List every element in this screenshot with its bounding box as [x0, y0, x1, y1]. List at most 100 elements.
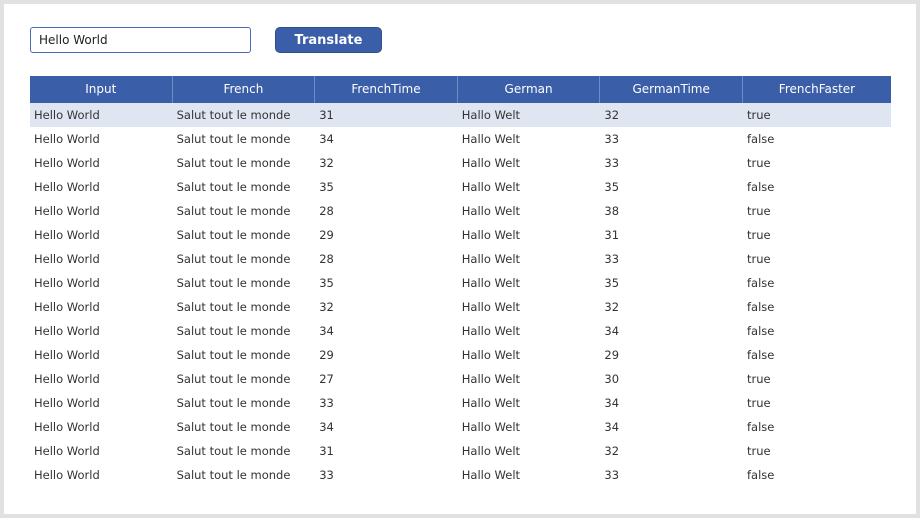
table-row[interactable]: Hello World Salut tout le monde 28 Hallo We… [30, 247, 891, 271]
cell-frenchtime: 31 [319, 108, 334, 122]
table-row[interactable]: Hello World Salut tout le monde 27 Hallo We… [30, 367, 891, 391]
cell-german: Hallo Welt [461, 420, 521, 434]
cell-input: Hello World [34, 132, 100, 146]
cell-german: Hallo Welt [461, 396, 521, 410]
cell-french: Salut tout le monde [176, 228, 291, 242]
cell-germantime: 33 [604, 468, 620, 482]
cell-german: Hallo Welt [461, 300, 521, 314]
cell-frenchfaster: false [746, 276, 775, 290]
cell-input: Hello World [34, 348, 100, 362]
table-row[interactable]: Hello World Salut tout le monde 32 Hallo We… [30, 151, 891, 175]
cell-french: Salut tout le monde [176, 300, 291, 314]
table-row[interactable]: Hello World Salut tout le monde 32 Hallo We… [30, 295, 891, 319]
cell-frenchtime: 35 [319, 276, 334, 290]
cell-input: Hello World [34, 156, 100, 170]
cell-french: Salut tout le monde [176, 156, 291, 170]
cell-input: Hello World [34, 372, 100, 386]
table-row[interactable]: Hello World Salut tout le monde 35 Hallo We… [30, 175, 891, 199]
cell-german: Hallo Welt [461, 156, 521, 170]
table-row[interactable]: Hello World Salut tout le monde 29 Hallo We… [30, 223, 891, 247]
cell-french: Salut tout le monde [176, 372, 291, 386]
cell-frenchfaster: false [746, 180, 775, 194]
translate-button[interactable]: Translate [275, 27, 382, 53]
column-header-french[interactable]: French [173, 76, 316, 103]
cell-french: Salut tout le monde [176, 420, 291, 434]
cell-germantime: 33 [604, 156, 620, 170]
table-row[interactable]: Hello World Salut tout le monde 35 Hallo We… [30, 271, 891, 295]
cell-frenchtime: 28 [319, 252, 334, 266]
cell-frenchtime: 33 [319, 396, 334, 410]
cell-input: Hello World [34, 228, 100, 242]
cell-input: Hello World [34, 468, 100, 482]
cell-german: Hallo Welt [461, 204, 521, 218]
cell-input: Hello World [34, 300, 100, 314]
table-body: Hello World Salut tout le monde 31 Hallo We… [30, 103, 891, 487]
cell-input: Hello World [34, 276, 100, 290]
text-input[interactable] [30, 27, 251, 53]
cell-german: Hallo Welt [461, 132, 521, 146]
cell-germantime: 35 [604, 276, 620, 290]
results-table: Input French FrenchTime German GermanTime Fre… [30, 76, 891, 487]
cell-germantime: 35 [604, 180, 620, 194]
table-row[interactable]: Hello World Salut tout le monde 31 Hallo We… [30, 103, 891, 127]
cell-french: Salut tout le monde [176, 108, 291, 122]
cell-frenchtime: 27 [319, 372, 334, 386]
cell-french: Salut tout le monde [176, 348, 291, 362]
cell-input: Hello World [34, 180, 100, 194]
cell-frenchtime: 32 [319, 300, 334, 314]
cell-input: Hello World [34, 420, 100, 434]
column-header-german[interactable]: German [458, 76, 601, 103]
cell-frenchfaster: true [746, 108, 771, 122]
cell-input: Hello World [34, 252, 100, 266]
table-row[interactable]: Hello World Salut tout le monde 33 Hallo We… [30, 391, 891, 415]
app-canvas: Translate InputFrenchFrenchTimeGermanGer… [4, 4, 916, 514]
cell-german: Hallo Welt [461, 108, 521, 122]
cell-frenchfaster: false [746, 468, 775, 482]
cell-germantime: 30 [604, 372, 620, 386]
cell-frenchfaster: false [746, 324, 775, 338]
cell-french: Salut tout le monde [176, 132, 291, 146]
cell-germantime: 34 [604, 396, 620, 410]
cell-germantime: 29 [604, 348, 620, 362]
cell-input: Hello World [34, 204, 100, 218]
cell-german: Hallo Welt [461, 444, 521, 458]
cell-french: Salut tout le monde [176, 204, 291, 218]
cell-frenchfaster: true [746, 372, 771, 386]
column-header-input[interactable]: Input [30, 76, 173, 103]
cell-frenchtime: 33 [319, 468, 334, 482]
table-row[interactable]: Hello World Salut tout le monde 33 Hallo We… [30, 463, 891, 487]
cell-input: Hello World [34, 396, 100, 410]
cell-frenchtime: 29 [319, 348, 334, 362]
cell-frenchfaster: true [746, 156, 771, 170]
cell-frenchtime: 34 [319, 420, 334, 434]
cell-french: Salut tout le monde [176, 180, 291, 194]
cell-input: Hello World [34, 108, 100, 122]
cell-french: Salut tout le monde [176, 396, 291, 410]
cell-germantime: 38 [604, 204, 620, 218]
table-row[interactable]: Hello World Salut tout le monde 31 Hallo We… [30, 439, 891, 463]
table-row[interactable]: Hello World Salut tout le monde 34 Hallo We… [30, 127, 891, 151]
cell-german: Hallo Welt [461, 348, 521, 362]
cell-frenchtime: 34 [319, 132, 334, 146]
cell-german: Hallo Welt [461, 324, 521, 338]
table-row[interactable]: Hello World Salut tout le monde 29 Hallo We… [30, 343, 891, 367]
cell-french: Salut tout le monde [176, 444, 291, 458]
cell-germantime: 32 [604, 108, 620, 122]
table-row[interactable]: Hello World Salut tout le monde 34 Hallo We… [30, 319, 891, 343]
cell-frenchfaster: true [746, 228, 771, 242]
cell-frenchfaster: false [746, 132, 775, 146]
table-header: Input French FrenchTime German GermanTime Fre… [30, 76, 891, 103]
column-header-frenchfaster[interactable]: FrenchFaster [778, 82, 856, 96]
cell-frenchfaster: true [746, 444, 771, 458]
table-row[interactable]: Hello World Salut tout le monde 34 Hallo We… [30, 415, 891, 439]
table-row[interactable]: Hello World Salut tout le monde 28 Hallo We… [30, 199, 891, 223]
cell-frenchfaster: false [746, 420, 775, 434]
cell-frenchfaster: false [746, 300, 775, 314]
cell-german: Hallo Welt [461, 180, 521, 194]
cell-germantime: 33 [604, 132, 620, 146]
cell-frenchtime: 29 [319, 228, 334, 242]
cell-input: Hello World [34, 444, 100, 458]
cell-germantime: 34 [604, 420, 620, 434]
column-header-frenchtime[interactable]: FrenchTime [315, 76, 458, 103]
column-header-germantime[interactable]: GermanTime [600, 76, 743, 103]
